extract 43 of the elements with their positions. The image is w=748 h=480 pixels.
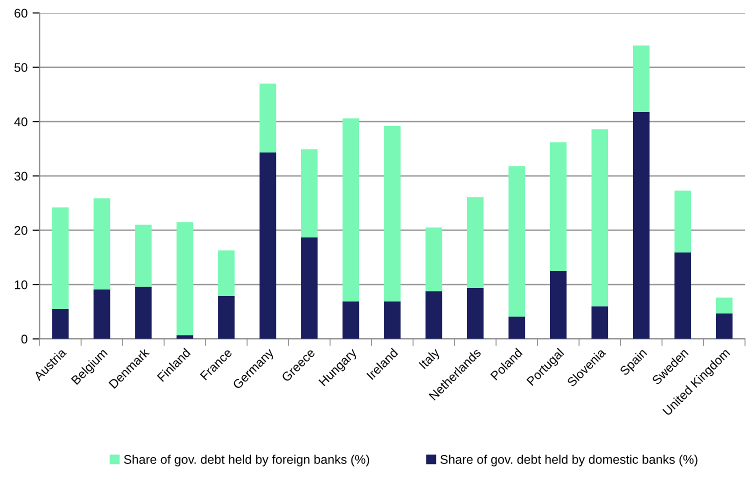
bar [467,197,484,288]
bar [426,228,442,292]
y-tick-label: 30 [14,172,28,181]
legend-label: Share of gov. debt held by domestic banks (%) [440,454,698,466]
bar [716,313,733,339]
bar [632,112,650,339]
bar [301,149,318,238]
bar [508,166,526,317]
legend-label: Share of gov. debt held by foreign banks (%) [124,454,370,466]
bar [674,190,692,253]
bar [591,129,608,306]
bar [550,142,567,271]
bar [218,250,235,296]
bar [591,306,608,339]
bar [467,288,484,339]
y-tick-label: 50 [14,63,28,72]
bar [550,270,567,339]
bar [342,118,360,302]
bar [342,301,360,339]
bar [135,224,152,287]
bar [218,296,235,339]
bar [716,298,733,314]
y-tick-label: 20 [14,226,28,235]
bar [384,126,401,302]
bar [176,335,194,339]
bar [94,198,110,290]
bar [260,152,276,339]
bar [674,252,692,339]
bar [176,222,194,336]
bar [632,46,650,112]
bar [426,291,442,339]
bar [52,309,69,339]
bar [508,316,526,339]
bar [94,289,110,339]
bar [52,207,69,310]
bar [260,84,276,153]
y-tick-label: 40 [14,117,28,126]
y-tick-label: 0 [21,334,28,344]
bar [301,237,318,339]
bar [384,301,401,339]
bar [135,286,152,339]
y-tick-label: 60 [14,8,28,18]
y-tick-label: 10 [14,280,28,290]
